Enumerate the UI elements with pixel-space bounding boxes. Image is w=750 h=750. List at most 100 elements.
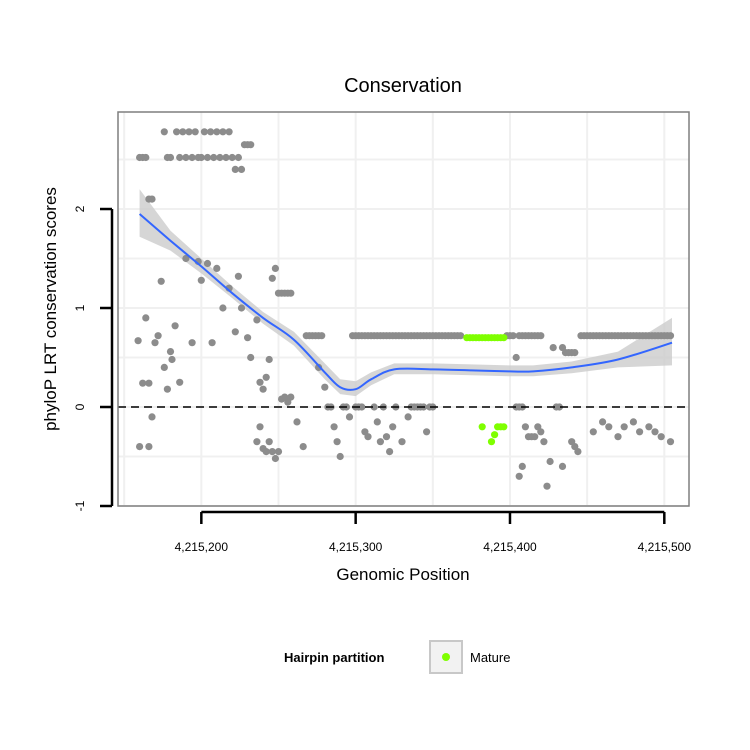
data-point-other — [237, 304, 246, 312]
data-point-other — [163, 385, 171, 393]
data-point-other — [225, 128, 233, 136]
data-point-other — [518, 462, 526, 470]
data-point-other — [145, 443, 153, 451]
x-tick-label: 4,215,500 — [638, 540, 692, 554]
legend-title: Hairpin partition — [284, 650, 384, 665]
data-point-other — [139, 379, 147, 387]
data-point-other — [265, 438, 273, 446]
data-point-other — [197, 276, 205, 284]
data-point-other — [382, 433, 391, 441]
grid-lines — [118, 112, 689, 507]
data-point-other — [222, 153, 230, 162]
data-point-other — [571, 349, 579, 357]
data-point-other — [265, 355, 273, 364]
data-point-other — [168, 355, 176, 364]
data-point-other — [315, 363, 323, 371]
data-point-other — [345, 413, 354, 421]
data-point-other — [629, 418, 638, 426]
data-point-other — [318, 332, 326, 340]
data-point-other — [614, 433, 622, 441]
data-point-other — [555, 403, 564, 411]
data-point-other — [136, 443, 144, 451]
data-point-other — [293, 418, 301, 426]
data-point-other — [256, 378, 264, 386]
data-point-other — [188, 339, 196, 347]
data-point-other — [203, 259, 212, 268]
data-point-other — [262, 448, 270, 456]
data-point-other — [231, 328, 239, 336]
data-point-mature — [478, 423, 486, 431]
data-point-other — [271, 454, 279, 463]
x-tick-label: 4,215,400 — [483, 540, 537, 554]
data-point-other — [386, 448, 394, 456]
data-point-other — [219, 128, 227, 136]
data-point-other — [182, 153, 190, 162]
data-point-other — [148, 195, 156, 203]
legend-label-mature: Mature — [470, 650, 510, 665]
data-point-other — [197, 153, 205, 162]
y-tick-label: 1 — [73, 304, 87, 311]
data-point-other — [210, 153, 218, 162]
data-point-other — [321, 383, 329, 391]
y-tick-label: -1 — [73, 500, 87, 511]
data-point-other — [166, 348, 175, 356]
data-point-other — [537, 332, 545, 340]
data-point-other — [207, 128, 215, 136]
data-point-other — [185, 128, 193, 136]
data-point-other — [259, 385, 267, 393]
data-point-other — [160, 128, 168, 136]
data-point-other — [203, 153, 212, 162]
panel-border — [117, 111, 690, 507]
data-point-other — [546, 457, 554, 466]
data-point-other — [216, 153, 224, 162]
data-point-other — [549, 344, 557, 352]
data-point-other — [234, 272, 242, 280]
data-point-other — [176, 378, 184, 386]
data-point-other — [540, 438, 548, 446]
data-point-other — [666, 438, 675, 446]
data-point-other — [509, 332, 517, 340]
chart-title: Conservation — [344, 75, 462, 97]
data-point-other — [188, 153, 196, 162]
y-tick-label: 0 — [73, 403, 87, 410]
data-point-other — [268, 448, 276, 456]
data-point-other — [404, 413, 412, 421]
data-point-other — [599, 418, 607, 426]
data-point-other — [299, 443, 307, 451]
data-point-other — [200, 128, 208, 136]
data-point-other — [256, 423, 264, 431]
data-point-other — [148, 413, 156, 421]
data-point-mature — [487, 438, 496, 446]
data-point-other — [145, 379, 153, 387]
data-point-other — [142, 153, 150, 162]
data-point-other — [389, 423, 397, 431]
data-point-other — [515, 472, 523, 480]
data-point-other — [134, 337, 142, 345]
data-point-other — [247, 141, 255, 149]
data-point-other — [191, 128, 199, 136]
legend-key-mature-dot — [442, 653, 450, 661]
data-point-other — [142, 314, 150, 322]
data-point-other — [666, 332, 675, 340]
data-point-other — [234, 153, 242, 162]
data-point-other — [253, 316, 261, 324]
data-point-other — [176, 153, 184, 162]
data-point-other — [268, 274, 276, 282]
data-point-other — [219, 304, 227, 312]
data-point-other — [364, 433, 372, 441]
data-point-other — [237, 165, 246, 173]
smooth-trend-line — [138, 213, 673, 391]
data-point-other — [657, 433, 665, 441]
data-point-other — [154, 332, 162, 340]
data-point-other — [287, 289, 295, 297]
data-point-other — [231, 165, 239, 173]
data-point-other — [336, 452, 344, 461]
x-axis-title: Genomic Position — [336, 565, 469, 584]
data-point-other — [253, 438, 261, 446]
data-point-other — [151, 339, 159, 347]
data-point-other — [558, 462, 567, 470]
x-axis: 4,215,200 4,215,300 4,215,400 4,215,500 — [175, 510, 692, 554]
data-point-other — [160, 363, 168, 371]
data-point-other — [605, 423, 613, 431]
